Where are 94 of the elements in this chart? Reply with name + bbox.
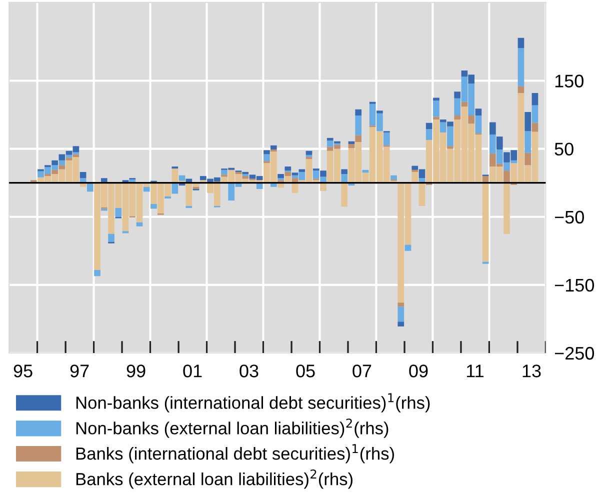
bar	[72, 154, 80, 157]
bar	[284, 166, 292, 171]
bar	[532, 92, 538, 106]
bar	[518, 86, 524, 93]
bar	[264, 150, 270, 154]
bar	[242, 176, 249, 179]
bar	[80, 172, 86, 178]
bar	[468, 115, 474, 124]
bar	[412, 172, 418, 183]
bar	[221, 170, 228, 175]
bar	[426, 129, 432, 140]
x-tick-label: 07	[352, 364, 372, 378]
bar	[482, 182, 489, 262]
bar	[108, 234, 114, 242]
bar	[136, 222, 143, 226]
bar	[504, 182, 510, 234]
bar	[504, 170, 510, 183]
bar	[524, 112, 532, 132]
bar	[518, 48, 524, 86]
legend-label: Non-banks (external loan liabilities)$^{2}$(rhs)	[76, 418, 388, 438]
bar	[532, 122, 538, 132]
bar	[326, 138, 334, 141]
bar	[292, 172, 298, 176]
bar	[376, 110, 383, 114]
bar	[398, 302, 404, 307]
bar	[341, 182, 348, 207]
bar	[143, 186, 150, 192]
bar	[270, 149, 277, 152]
bar	[264, 154, 270, 162]
y-tick-label: 150	[555, 74, 584, 88]
bar	[390, 175, 397, 180]
x-tick-label: 09	[409, 364, 428, 378]
bar	[52, 160, 58, 166]
y-tick-label: −150	[554, 278, 594, 292]
bar	[433, 98, 440, 100]
bar	[115, 208, 122, 217]
bar	[355, 135, 362, 142]
bar	[398, 306, 404, 322]
bar	[348, 144, 355, 148]
bar	[518, 38, 524, 48]
x-tick-label: 05	[296, 364, 315, 378]
bar	[186, 206, 192, 208]
x-tick-label: 03	[240, 364, 258, 378]
bar	[87, 182, 94, 192]
x-tick-label: 01	[183, 364, 202, 378]
bar	[355, 109, 362, 116]
bar	[341, 169, 348, 174]
bar	[433, 100, 440, 117]
legend-label: Banks (external loan liabilities)$^{2}$(rhs)	[76, 469, 352, 489]
bar	[58, 165, 66, 170]
y-tick-label: 50	[554, 142, 574, 156]
bar	[256, 182, 263, 189]
bar	[52, 170, 58, 174]
bar	[306, 156, 312, 160]
y-tick-label: −250	[554, 346, 594, 360]
legend-label: Non-banks (international debt securities)$^{1}$(rhs)	[76, 393, 430, 412]
bar	[447, 146, 454, 149]
bar	[94, 270, 100, 276]
bar	[306, 150, 312, 155]
bar	[66, 158, 72, 160]
bar	[355, 115, 362, 136]
bar	[320, 182, 326, 191]
bar	[278, 174, 284, 178]
x-tick-label: 99	[126, 364, 146, 378]
bar	[320, 170, 326, 177]
bar	[426, 122, 432, 130]
bar	[383, 132, 390, 146]
bar	[172, 166, 178, 169]
bar	[150, 204, 157, 209]
bar	[496, 136, 503, 150]
bar	[524, 152, 532, 166]
x-tick-label: 11	[466, 364, 484, 378]
x-tick-label: 13	[522, 364, 541, 378]
bar	[490, 122, 496, 135]
legend-label: Banks (international debt securities)$^{1}$(rhs)	[76, 444, 394, 464]
bar	[532, 105, 538, 123]
bar	[242, 174, 249, 176]
bar	[298, 169, 306, 172]
bar	[454, 115, 460, 120]
bar	[270, 145, 277, 150]
bar	[454, 92, 460, 98]
bar	[524, 131, 532, 153]
bar	[178, 175, 186, 181]
bar	[433, 116, 440, 120]
bar	[284, 172, 292, 176]
bar	[398, 322, 404, 326]
bar	[475, 115, 482, 134]
x-tick-label: 97	[70, 364, 89, 378]
bar	[404, 244, 412, 251]
y-tick-label: −50	[554, 210, 584, 224]
bar	[418, 182, 426, 206]
x-tick-label: 95	[14, 364, 32, 378]
bar	[44, 174, 51, 176]
bar	[475, 108, 482, 116]
